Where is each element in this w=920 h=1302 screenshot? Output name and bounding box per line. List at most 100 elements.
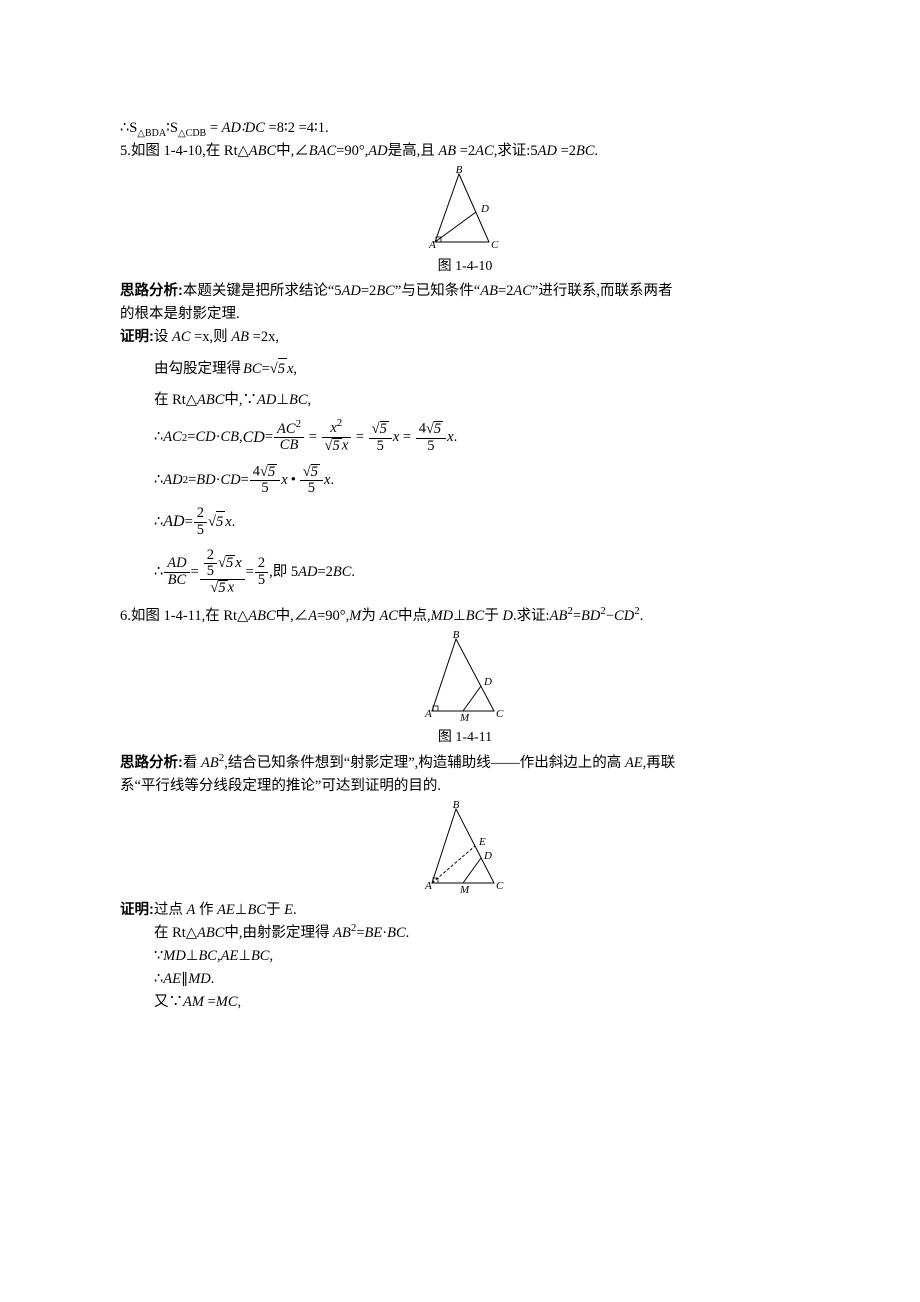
analysis-2: 思路分析:看 AB2,结合已知条件想到“射影定理”,构造辅助线——作出斜边上的高…: [120, 753, 810, 774]
zm2end: .: [293, 902, 297, 918]
pf3: ∴AE∥MD.: [120, 969, 810, 990]
pf2: ∵MD⊥BC,AE⊥BC,: [120, 946, 810, 967]
q6m6: 于: [484, 608, 502, 624]
q5-text: 5.如图 1-4-10,在 Rt△ABC中,∠BAC=90°,AD是高,且 AB…: [120, 141, 810, 162]
q6m7: .求证:: [513, 608, 550, 624]
a2a: 看: [183, 755, 201, 771]
pf4am: AM: [183, 994, 204, 1010]
zm2c: ⊥: [235, 902, 248, 918]
s2a: 在 Rt△: [154, 392, 197, 408]
zm2b: 作: [195, 902, 217, 918]
zm1ac: AC: [172, 329, 191, 345]
pf2b: ⊥: [186, 948, 199, 964]
fig3-a: A: [424, 880, 432, 892]
pf1bc: BC: [387, 925, 406, 941]
s5end: .: [232, 512, 236, 533]
s1bc: BC: [243, 361, 262, 377]
figure-1: B D A C 图 1-4-10: [120, 166, 810, 277]
s3a: ∴: [154, 427, 163, 448]
q5-m6: =2: [557, 143, 576, 159]
s3eq: =: [265, 427, 273, 448]
pf1: 在 Rt△ABC中,由射影定理得 AB2=BE·BC.: [120, 923, 810, 944]
fig2-m: M: [459, 712, 470, 721]
s4a: ∴: [154, 470, 163, 491]
a1ab: AB: [480, 283, 498, 299]
q6m2: =90°,: [317, 608, 349, 624]
q5-bc: BC: [576, 143, 595, 159]
analysis-2-line2: 系“平行线等分线段定理的推论”可达到证明的目的.: [120, 776, 810, 797]
figure-2-caption: 图 1-4-11: [120, 728, 810, 748]
figure-3: B E D A M C: [120, 801, 810, 900]
q6m1: 中,∠: [276, 608, 309, 624]
q5-m4: =2: [456, 143, 475, 159]
s4ad2: AD: [163, 470, 182, 491]
pf1abc: ABC: [197, 925, 224, 941]
pf3ae: AE: [163, 971, 181, 987]
ratio-vals: =8∶2 =4∶1.: [265, 120, 329, 136]
pf2md: MD: [163, 948, 186, 964]
s6x: x: [235, 555, 241, 571]
sqrt-5: √5: [270, 358, 287, 380]
pf2d: ⊥: [238, 948, 251, 964]
zm2d: 于: [266, 902, 284, 918]
s2bc: BC: [289, 392, 308, 408]
s4eq: =: [241, 470, 249, 491]
s4dot2: •: [291, 470, 296, 491]
s2abc: ABC: [197, 392, 224, 408]
ratio-head: ∴S: [120, 120, 137, 136]
pf3md: MD: [188, 971, 211, 987]
fig1-a: A: [428, 239, 436, 250]
q6bd2: BD: [581, 608, 600, 624]
a1bc: BC: [376, 283, 395, 299]
frac-ac2-cb: AC2 CB: [274, 422, 304, 453]
a1c: ”与已知条件“: [395, 283, 480, 299]
s1a: 由勾股定理得: [154, 359, 241, 380]
frac-ad-bc: AD BC: [164, 556, 189, 587]
s2b: 中,∵: [224, 392, 257, 408]
zm2a: 过点: [154, 902, 187, 918]
step-6: ∴ AD BC = 2 5 √5x √5x = 2 5 ,即 5AD =2BC.: [154, 548, 810, 597]
analysis-1: 思路分析:本题关键是把所求结论“5AD=2BC”与已知条件“AB=2AC”进行联…: [120, 281, 810, 302]
triangle-2-svg: B D A M C: [420, 631, 510, 721]
s6m: =2: [317, 562, 332, 583]
pf4: 又∵AM =MC,: [120, 992, 810, 1013]
s3CD: CD: [243, 426, 265, 449]
a1ad: AD: [342, 283, 361, 299]
a1ac: AC: [513, 283, 532, 299]
step-5: ∴ AD = 2 5 √5x.: [154, 506, 810, 537]
figure-2: B D A M C 图 1-4-11: [120, 631, 810, 748]
s6end: .: [351, 562, 355, 583]
pf3end: .: [211, 971, 215, 987]
zm2bc: BC: [247, 902, 266, 918]
s5a: ∴: [154, 512, 163, 533]
a1d: =2: [498, 283, 513, 299]
q6m5: ⊥: [453, 608, 466, 624]
step-2: 在 Rt△ABC中,∵AD⊥BC,: [120, 390, 810, 411]
analysis-label: 思路分析:: [120, 283, 183, 299]
q5-ab: AB: [438, 143, 456, 159]
q6-abc: ABC: [248, 608, 275, 624]
step-4: ∴ AD2=BD·CD = 4√5 5 x • √5 5 x.: [154, 464, 810, 496]
q5-bac: BAC: [309, 143, 336, 159]
zm1ab: AB: [231, 329, 249, 345]
pf2end: ,: [269, 948, 273, 964]
q6m8: =: [573, 608, 581, 624]
step-3: ∴ AC2=CD·CB, CD = AC2 CB = x2 √5x = √5 5…: [154, 421, 810, 453]
fig2-d: D: [483, 676, 492, 688]
s6num: AD: [164, 556, 189, 572]
ratio-mid: ∶S: [166, 120, 178, 136]
q6md: MD: [431, 608, 454, 624]
s3b: =: [187, 427, 195, 448]
q5-ad: AD: [368, 143, 387, 159]
a2b: ,结合已知条件想到“射影定理”,构造辅助线——作出斜边上的高: [224, 755, 625, 771]
figure-1-caption: 图 1-4-10: [120, 257, 810, 277]
fig3-b: B: [453, 801, 460, 811]
fig1-b: B: [456, 166, 463, 176]
zm1b: =x,则: [191, 329, 232, 345]
s5eq: =: [185, 512, 193, 533]
s65: 5: [255, 573, 268, 588]
a2c: ,再联: [643, 755, 676, 771]
fig3-e: E: [478, 836, 486, 848]
ratio-tail: =: [206, 120, 218, 136]
fig3-m: M: [459, 884, 470, 893]
